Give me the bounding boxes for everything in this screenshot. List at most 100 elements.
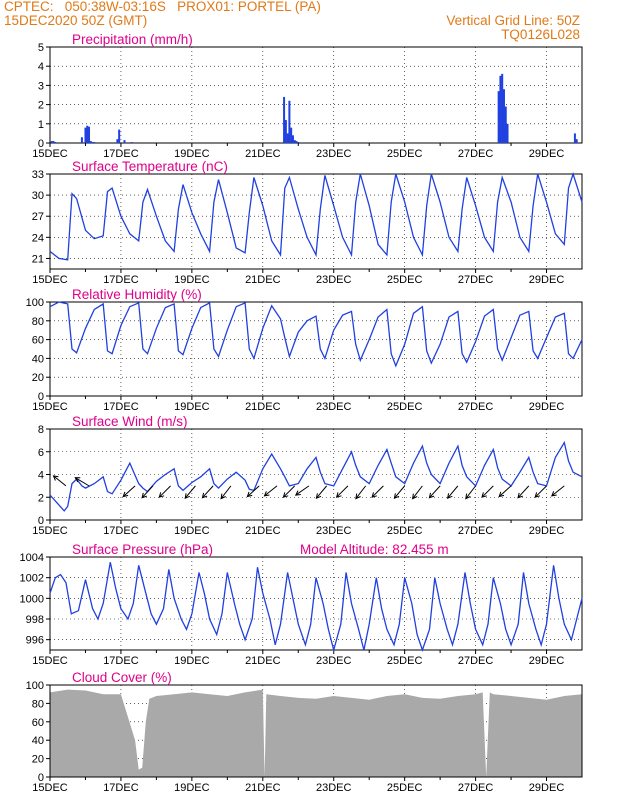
precip-bar (575, 139, 578, 143)
wind-ytick-label: 6 (38, 447, 44, 459)
temp-ytick-label: 24 (32, 232, 44, 244)
wind-arrow-head (428, 492, 435, 499)
pres-xtick-label: 21DEC (245, 655, 281, 667)
precip-bar (290, 127, 293, 143)
cloud-frame-overlay (49, 684, 583, 778)
wind-ytick-label: 8 (38, 424, 44, 436)
rh-ytick-label: 60 (32, 335, 44, 347)
wind-xtick-label: 15DEC (32, 525, 68, 537)
temp-xtick-label: 23DEC (316, 274, 352, 286)
wind-arrow-head (498, 491, 505, 498)
rh-xtick-label: 29DEC (529, 401, 565, 413)
temp-title: Surface Temperature (nC) (72, 159, 228, 174)
cloud-xtick-label: 29DEC (529, 782, 565, 794)
wind-title: Surface Wind (m/s) (72, 414, 188, 429)
cloud-xtick-label: 27DEC (458, 782, 494, 794)
temp-series-line (49, 171, 583, 261)
precip-bar (89, 141, 92, 143)
precip-bar (118, 129, 121, 143)
wind-arrow-head (411, 493, 418, 500)
cloud-xtick-label: 23DEC (316, 782, 352, 794)
wind-arrow-head (263, 491, 270, 497)
temp-frame (49, 173, 583, 270)
precip-ytick-label: 3 (38, 80, 44, 92)
wind-arrow-head (550, 491, 557, 497)
wind-arrow (551, 485, 565, 497)
precip-bar (288, 100, 291, 143)
wind-xtick-label: 29DEC (529, 525, 565, 537)
wind-arrow (122, 485, 136, 497)
wind-xtick-label: 23DEC (316, 525, 352, 537)
wind-arrow-head (335, 492, 342, 498)
wind-arrow-head (355, 493, 361, 500)
cloud-ytick-label: 40 (32, 735, 44, 747)
precip-bar (293, 140, 296, 143)
wind-xtick-label: 17DEC (103, 525, 139, 537)
wind-arrow-head (446, 493, 453, 500)
rh-xtick-label: 25DEC (387, 401, 423, 413)
precip-ytick-label: 2 (38, 100, 44, 112)
pres-xtick-label: 23DEC (316, 655, 352, 667)
precip-ytick-label: 5 (38, 42, 44, 54)
wind-arrow-head (141, 492, 147, 499)
wind-series-line (49, 440, 583, 512)
precip-xtick-label: 25DEC (387, 148, 423, 160)
wind-arrow-head (534, 492, 541, 498)
precip-ytick-label: 4 (38, 61, 44, 73)
wind-xtick-label: 19DEC (174, 525, 210, 537)
cloud-area (50, 689, 582, 777)
header-grid-note: Vertical Grid Line: 50Z (446, 13, 580, 28)
precip-xtick-label: 29DEC (529, 148, 565, 160)
wind-arrow-head (517, 492, 523, 499)
wind-xtick-label: 27DEC (458, 525, 494, 537)
precip-bar (54, 142, 57, 143)
pres-xtick-label: 25DEC (387, 655, 423, 667)
precip-xtick-label: 27DEC (458, 148, 494, 160)
precip-bar (84, 127, 87, 143)
wind-arrow-head (315, 493, 322, 500)
precip-bar (88, 126, 91, 143)
wind-arrow (264, 485, 278, 497)
precip-bar (573, 133, 576, 143)
cloud-ytick-label: 60 (32, 717, 44, 729)
pres-xtick-label: 27DEC (458, 655, 494, 667)
model-altitude-label: Model Altitude: 82.455 m (300, 542, 449, 557)
wind-arrow-head (294, 490, 301, 496)
precip-ytick-label: 0 (38, 138, 44, 150)
cloud-xtick-label: 15DEC (32, 782, 68, 794)
wind-arrow-head (122, 491, 129, 498)
precip-bar (50, 141, 53, 143)
wind-arrow-head (158, 492, 165, 498)
header-date: 15DEC2020 50Z (GMT) (4, 13, 148, 28)
temp-xtick-label: 21DEC (245, 274, 281, 286)
rh-title: Relative Humidity (%) (72, 287, 202, 302)
temp-xtick-label: 15DEC (32, 274, 68, 286)
wind-arrow (517, 485, 530, 499)
precip-bar (130, 142, 133, 143)
precip-bar (501, 73, 504, 143)
wind-arrow (75, 477, 90, 487)
precip-bar (123, 140, 126, 143)
precip-bar (286, 133, 289, 143)
wind-ytick-label: 0 (38, 515, 44, 527)
temp-xtick-label: 17DEC (103, 274, 139, 286)
precip-bar (506, 123, 509, 143)
wind-arrow (355, 485, 367, 499)
wind-arrow-head (74, 477, 81, 483)
pres-ytick-label: 1002 (20, 573, 44, 585)
wind-arrow (220, 485, 232, 499)
wind-ytick-label: 2 (38, 492, 44, 504)
precip-bar (497, 91, 500, 143)
wind-ytick-label: 4 (38, 470, 44, 482)
header-line1: CPTEC: 050:38W-03:16S PROX01: PORTEL (PA… (4, 0, 321, 14)
wind-arrow-head (246, 491, 253, 498)
cloud-title: Cloud Cover (%) (72, 670, 172, 685)
wind-arrow (447, 485, 459, 499)
wind-xtick-label: 21DEC (245, 525, 281, 537)
wind-arrow (465, 485, 476, 499)
cloud-ytick-label: 20 (32, 754, 44, 766)
precip-bar (283, 96, 286, 143)
pres-xtick-label: 15DEC (32, 655, 68, 667)
pres-title: Surface Pressure (hPa) (72, 542, 213, 557)
wind-arrow-head (201, 492, 208, 499)
